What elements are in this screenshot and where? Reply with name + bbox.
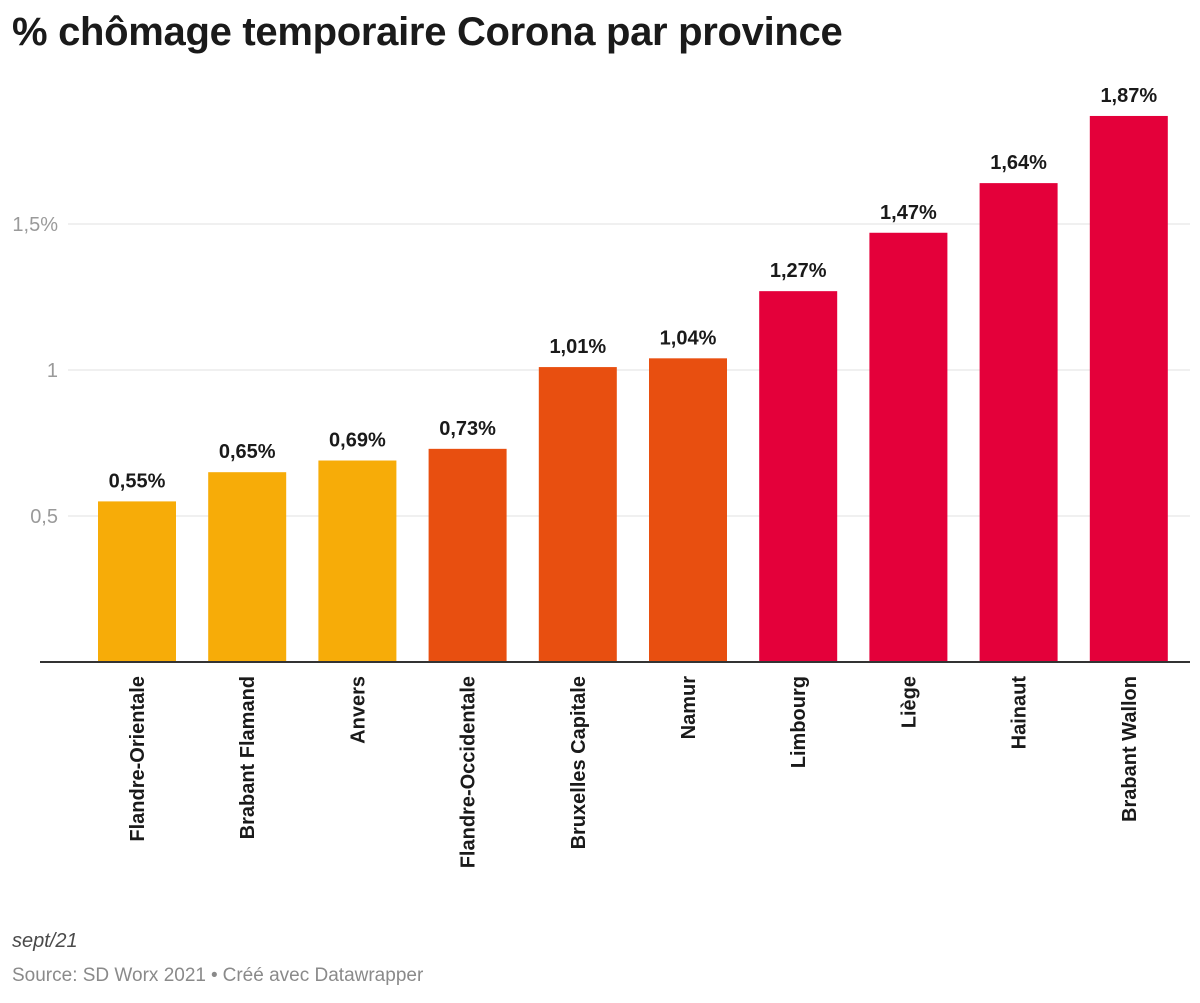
y-tick-label: 1,5% [12, 214, 58, 236]
data-label: 0,55% [109, 470, 166, 492]
y-tick-label: 1 [47, 360, 58, 382]
bar [538, 367, 617, 662]
credit-text: Créé avec Datawrapper [222, 965, 424, 986]
bar [428, 448, 507, 662]
bar [208, 472, 287, 662]
chart-title: % chômage temporaire Corona par province [12, 10, 843, 54]
data-label: 1,27% [770, 260, 827, 282]
bar [979, 183, 1058, 662]
chart-note: sept/21 [12, 930, 78, 952]
data-label: 0,65% [219, 441, 276, 463]
x-tick-label: Anvers [347, 676, 369, 744]
x-tick-label: Bruxelles Capitale [568, 676, 590, 849]
x-tick-label: Flandre-Occidentale [458, 676, 480, 868]
bar-chart: 0,5 1 1,5% 0,55% 0,65% 0,69% 0,73% 1,01% 1,04% 1… [12, 85, 1190, 869]
source-text: Source: SD Worx 2021 [12, 965, 206, 986]
bar [869, 232, 948, 662]
x-tick-label: Brabant Flamand [237, 676, 259, 839]
data-label: 1,47% [880, 202, 937, 224]
y-tick-label: 0,5 [30, 506, 58, 528]
bars [98, 115, 1168, 662]
data-label: 1,04% [660, 327, 717, 349]
data-label: 0,69% [329, 430, 386, 452]
bar [759, 291, 838, 662]
bar [318, 460, 397, 662]
bar [649, 358, 727, 662]
category-labels: Flandre-Orientale Brabant Flamand Anvers Fl… [127, 676, 1141, 869]
source-separator: • [210, 965, 218, 986]
y-axis-ticks: 0,5 1 1,5% [12, 214, 58, 528]
data-label: 1,87% [1100, 85, 1157, 107]
data-label: 1,64% [990, 152, 1047, 174]
x-tick-label: Hainaut [1009, 676, 1031, 750]
value-labels: 0,55% 0,65% 0,69% 0,73% 1,01% 1,04% 1,27% 1,47%… [109, 85, 1158, 492]
bar [1089, 115, 1168, 662]
data-label: 1,01% [549, 336, 606, 358]
x-tick-label: Namur [678, 676, 700, 740]
x-tick-label: Flandre-Orientale [127, 676, 149, 842]
data-label: 0,73% [439, 418, 496, 440]
x-tick-label: Limbourg [788, 676, 810, 768]
bar [98, 501, 176, 662]
x-tick-label: Liège [898, 676, 920, 728]
source-line: Source: SD Worx 2021 • Créé avec Datawrapp… [12, 965, 423, 987]
x-tick-label: Brabant Wallon [1119, 676, 1141, 822]
